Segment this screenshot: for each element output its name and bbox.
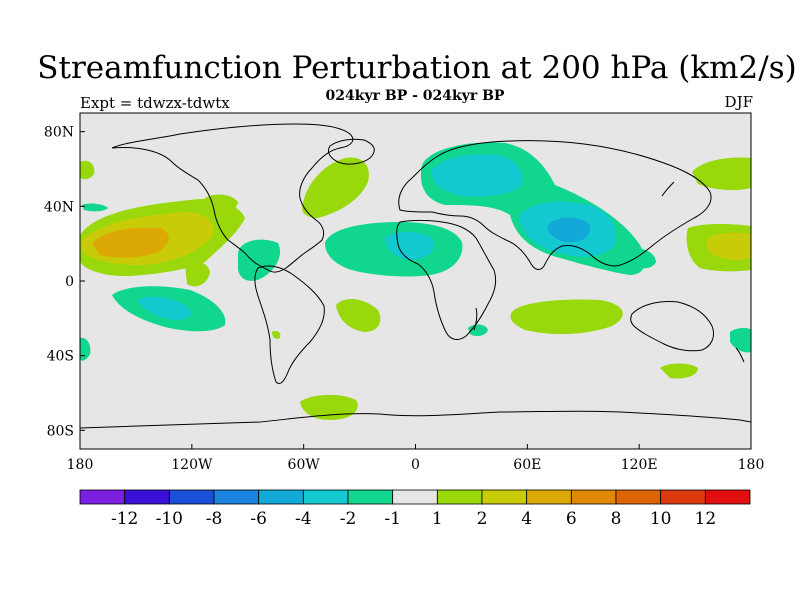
x-tick-label: 60E <box>513 457 541 473</box>
coast-north-america <box>111 123 354 273</box>
colorbar-label: -10 <box>156 509 183 529</box>
colorbar-label: 1 <box>432 509 443 529</box>
chart-title: Streamfunction Perturbation at 200 hPa (… <box>37 50 797 86</box>
colorbar-label: -1 <box>384 509 401 529</box>
contour-neg-new-zealand <box>730 328 751 353</box>
x-tick-label: 60W <box>288 457 321 473</box>
colorbar-label: 10 <box>650 509 672 529</box>
colorbar-swatch <box>392 489 438 505</box>
colorbar-swatch <box>347 489 394 505</box>
contour-pos-south-indian <box>510 299 623 335</box>
contour-pos-north-america <box>204 194 238 216</box>
contour-neg-tibet-4 <box>547 217 591 243</box>
colorbar-swatch <box>79 489 126 505</box>
y-tick-label: 40S <box>47 349 74 365</box>
contour-pos-south-atlantic <box>336 298 381 332</box>
contour-neg-hawaii <box>82 203 108 212</box>
contour-pos-alaska <box>80 160 95 180</box>
colorbar-label: -4 <box>295 509 312 529</box>
colorbar-label: -12 <box>111 509 138 529</box>
colorbar-swatch <box>615 489 662 505</box>
x-tick-label: 180 <box>738 457 765 473</box>
experiment-label: Expt = tdwzx-tdwtx <box>80 94 230 112</box>
colorbar-swatch <box>302 489 349 505</box>
colorbar-swatch <box>526 489 572 505</box>
contour-pos-baja <box>185 261 210 287</box>
coast-antarctica <box>80 410 751 429</box>
x-tick-label: 120E <box>621 457 658 473</box>
colorbar-swatch <box>660 489 706 505</box>
y-axis: 80N 40N 0 40S 80S <box>44 125 85 439</box>
y-tick-label: 80S <box>47 423 74 439</box>
contour-pos-southeast-pacific <box>660 363 698 379</box>
contour-neg-sw-atlantic <box>80 337 91 361</box>
contour-pos-west-pacific-4 <box>706 232 751 261</box>
colorbar-label: -8 <box>206 509 223 529</box>
colorbar-label: -6 <box>250 509 267 529</box>
colorbar-swatch <box>168 489 215 505</box>
x-tick-label: 120W <box>171 457 213 473</box>
y-tick-label: 80N <box>44 125 74 141</box>
contour-neg-eurasia-2 <box>431 154 523 197</box>
y-tick-label: 40N <box>44 199 74 215</box>
colorbar-swatch <box>258 489 304 505</box>
coast-eurasia <box>398 140 712 270</box>
x-tick-label: 180 <box>67 457 94 473</box>
colorbar-swatch <box>704 489 751 505</box>
colorbar-swatch <box>570 489 617 505</box>
colorbar-swatch <box>436 489 483 505</box>
colorbar-label: 4 <box>521 509 532 529</box>
season-label: DJF <box>724 93 753 111</box>
colorbar-swatch <box>481 489 528 505</box>
colorbar-label: 8 <box>611 509 622 529</box>
colorbar-label: -2 <box>340 509 357 529</box>
coast-japan <box>661 181 675 197</box>
y-tick-label: 0 <box>65 274 74 290</box>
coastlines <box>80 123 751 429</box>
colorbar-swatch <box>124 489 170 505</box>
coast-madagascar <box>473 307 478 331</box>
map-background <box>80 113 751 449</box>
colorbar: -12 -10 -8 -6 -4 -2 -1 1 2 4 6 8 10 12 <box>79 489 751 529</box>
contour-pos-north-atlantic <box>302 157 369 218</box>
colorbar-label: 12 <box>695 509 717 529</box>
colorbar-swatch <box>213 489 260 505</box>
contour-pos-north-pacific-6 <box>92 227 169 258</box>
coast-africa <box>396 220 497 340</box>
colorbar-label: 6 <box>566 509 577 529</box>
colorbar-label: 2 <box>477 509 488 529</box>
contour-pos-north-pacific-east <box>692 157 751 191</box>
coast-new-zealand <box>735 347 745 363</box>
coast-australia <box>630 301 715 352</box>
contour-neg-south-pacific-2 <box>138 296 191 320</box>
coast-greenland <box>327 138 375 165</box>
contour-layer <box>80 142 751 420</box>
contour-pos-chile <box>272 330 281 339</box>
chart-subtitle: 024kyr BP - 024kyr BP <box>325 88 505 104</box>
contour-neg-se-asia <box>632 248 656 269</box>
x-tick-label: 0 <box>411 457 420 473</box>
x-axis: 180 120W 60W 0 60E 120E 180 <box>67 444 765 473</box>
coast-south-america <box>254 265 325 385</box>
